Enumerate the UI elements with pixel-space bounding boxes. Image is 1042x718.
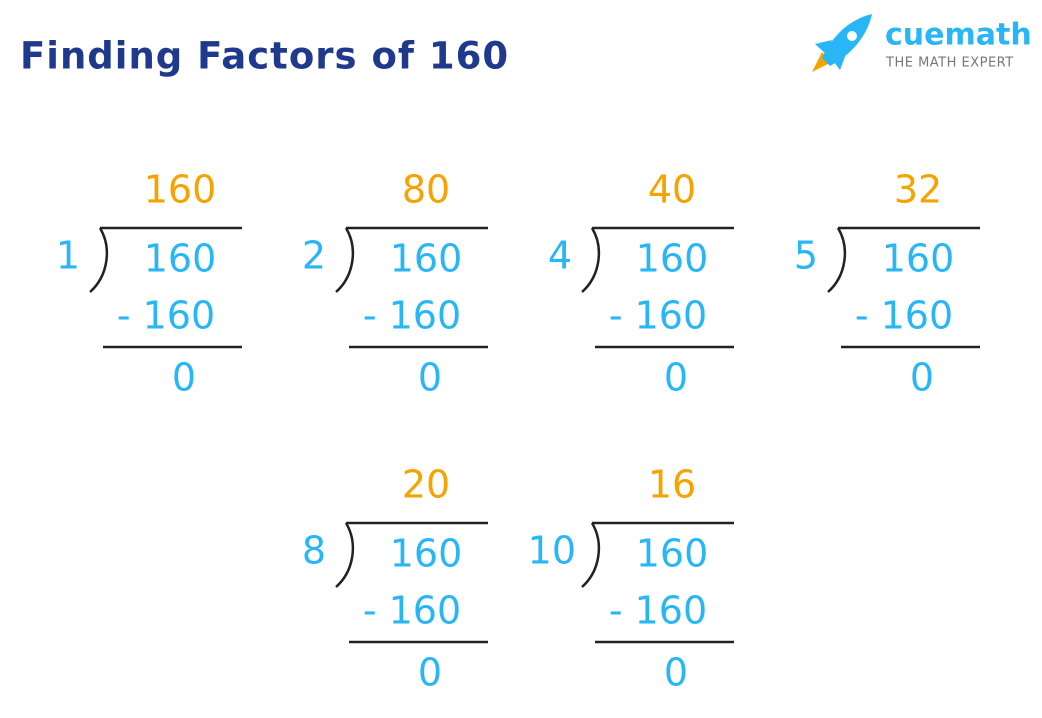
quotient: 32 — [894, 168, 942, 212]
quotient: 160 — [144, 168, 217, 212]
subtracted: - 160 — [117, 294, 215, 338]
division-bracket — [827, 227, 846, 293]
dividend: 160 — [636, 532, 709, 576]
division: 40 4 160 - 160 0 — [548, 168, 734, 400]
division-bracket — [581, 522, 600, 588]
quotient: 20 — [402, 463, 450, 507]
subtracted: - 160 — [609, 294, 707, 338]
division: 20 8 160 - 160 0 — [302, 463, 488, 695]
division-bracket — [89, 227, 108, 293]
divisor: 10 — [528, 529, 576, 573]
division-bracket — [335, 522, 354, 588]
divisor: 4 — [548, 234, 572, 278]
dividend: 160 — [636, 237, 709, 281]
divisor: 1 — [56, 234, 80, 278]
division-bracket — [581, 227, 600, 293]
remainder: 0 — [418, 651, 442, 695]
remainder: 0 — [172, 356, 196, 400]
quotient: 80 — [402, 168, 450, 212]
subtracted: - 160 — [363, 294, 461, 338]
dividend: 160 — [390, 532, 463, 576]
quotient: 40 — [648, 168, 696, 212]
remainder: 0 — [910, 356, 934, 400]
page-title: Finding Factors of 160 — [20, 35, 509, 78]
brand: cuemath — [885, 18, 1032, 53]
division: 160 1 160 - 160 0 — [56, 168, 242, 400]
logo: cuemath THE MATH EXPERT — [812, 14, 1032, 72]
divisor: 8 — [302, 529, 326, 573]
subtracted: - 160 — [609, 589, 707, 633]
division: 32 5 160 - 160 0 — [794, 168, 980, 400]
dividend: 160 — [882, 237, 955, 281]
divisor: 2 — [302, 234, 326, 278]
division-bracket — [335, 227, 354, 293]
remainder: 0 — [664, 356, 688, 400]
dividend: 160 — [144, 237, 217, 281]
dividend: 160 — [390, 237, 463, 281]
subtracted: - 160 — [363, 589, 461, 633]
subtracted: - 160 — [855, 294, 953, 338]
division: 16 10 160 - 160 0 — [528, 463, 734, 695]
tagline: THE MATH EXPERT — [885, 56, 1014, 71]
quotient: 16 — [648, 463, 696, 507]
divisor: 5 — [794, 234, 818, 278]
division: 80 2 160 - 160 0 — [302, 168, 488, 400]
remainder: 0 — [664, 651, 688, 695]
remainder: 0 — [418, 356, 442, 400]
rocket-icon — [812, 14, 872, 72]
